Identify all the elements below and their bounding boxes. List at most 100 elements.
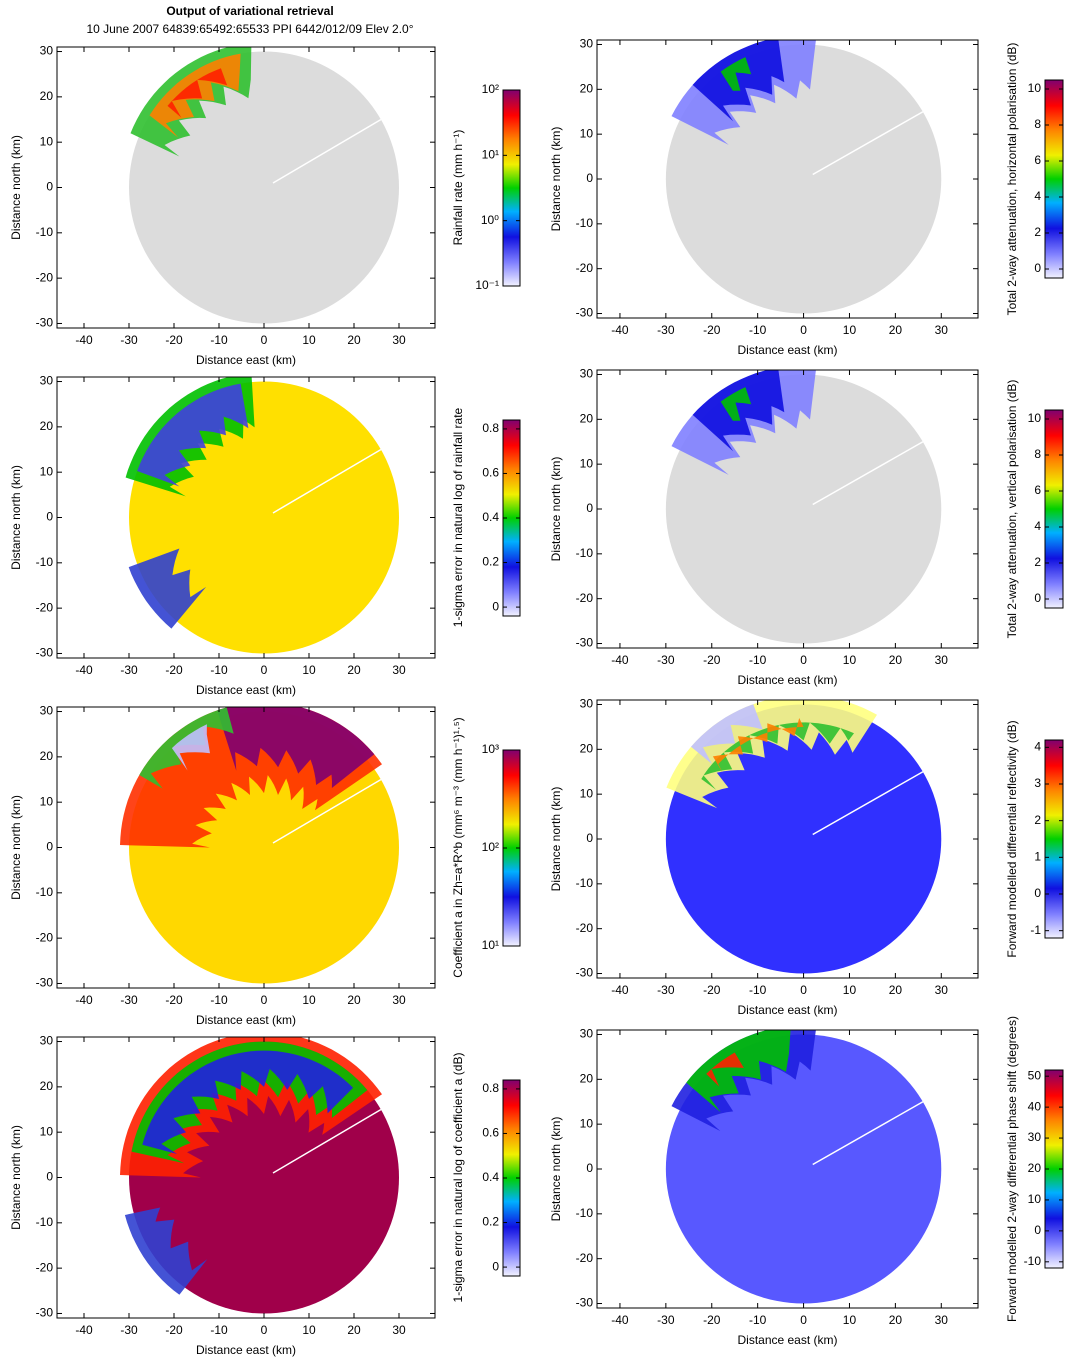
y-tick-label: -20 — [36, 270, 54, 284]
y-tick-label: 0 — [586, 171, 593, 185]
radar-echo — [217, 707, 375, 788]
y-axis-label: Distance north (km) — [549, 1117, 563, 1222]
y-axis-label: Distance north (km) — [549, 127, 563, 232]
x-tick-label: 0 — [800, 653, 807, 667]
colorbar-tick-label: 10⁻¹ — [475, 278, 499, 292]
colorbar-label: Total 2-way attenuation, vertical polari… — [1005, 380, 1019, 639]
colorbar-tick-label: 1 — [1034, 850, 1041, 864]
radar-echo — [691, 704, 763, 765]
y-tick-label: -20 — [36, 600, 54, 614]
beam-gap — [812, 111, 924, 176]
y-tick-label: -30 — [576, 966, 594, 980]
y-tick-label: 0 — [46, 840, 53, 854]
colorbar-tick-label: 0.6 — [482, 466, 499, 480]
x-tick-label: 10 — [843, 1313, 857, 1327]
y-tick-label: 10 — [580, 786, 594, 800]
x-tick-label: 10 — [302, 1323, 316, 1337]
colorbar-tick-label: 0 — [1034, 886, 1041, 900]
x-tick-label: 20 — [889, 983, 903, 997]
colorbar-label: Forward modelled differential reflectivi… — [1005, 720, 1019, 957]
y-tick-label: 20 — [40, 419, 54, 433]
colorbar-tick-label: 8 — [1034, 117, 1041, 131]
y-tick-label: -10 — [576, 216, 594, 230]
x-tick-label: 0 — [261, 993, 268, 1007]
colorbar-tick-label: 10² — [482, 840, 499, 854]
radar-field — [120, 707, 399, 984]
panel: -40 -30 -20 -10 0 10 20 30-30-20-100102030Dista… — [549, 697, 1064, 1017]
y-tick-label: 0 — [46, 510, 53, 524]
y-tick-label: -10 — [36, 225, 54, 239]
x-tick-label: -30 — [120, 993, 138, 1007]
colorbar-tick-label: 40 — [1028, 1099, 1042, 1113]
beam-gap — [272, 778, 382, 844]
x-tick-label: -30 — [657, 653, 675, 667]
colorbar-tick-label: 0.8 — [482, 421, 499, 435]
y-tick-label: -20 — [36, 930, 54, 944]
y-tick-label: -30 — [576, 636, 594, 650]
x-axis-label: Distance east (km) — [196, 1343, 296, 1357]
y-tick-label: 30 — [580, 1027, 594, 1041]
colorbar-label: 1-sigma error in natural log of coeffici… — [451, 1053, 465, 1303]
radar-echo — [692, 40, 785, 122]
x-tick-label: 20 — [347, 993, 361, 1007]
colorbar-label: Coefficient a in Zh=a*R^b (mm⁶ m⁻³ (mm h… — [451, 717, 465, 977]
colorbar-tick-label: -1 — [1030, 923, 1041, 937]
x-tick-label: -10 — [749, 983, 767, 997]
x-tick-label: 20 — [889, 1313, 903, 1327]
y-tick-label: 20 — [580, 741, 594, 755]
x-tick-label: -30 — [657, 983, 675, 997]
beam-gap — [812, 1101, 924, 1166]
x-tick-label: 30 — [392, 1323, 406, 1337]
y-tick-label: 0 — [46, 1170, 53, 1184]
x-tick-label: -20 — [165, 1323, 183, 1337]
x-tick-label: -40 — [611, 983, 629, 997]
radar-echo — [706, 1052, 744, 1087]
x-tick-label: -10 — [749, 1313, 767, 1327]
y-tick-label: -10 — [576, 1206, 594, 1220]
y-tick-label: 0 — [586, 1161, 593, 1175]
colorbar-tick-label: 10 — [1028, 81, 1042, 95]
colorbar-tick-label: 8 — [1034, 447, 1041, 461]
y-tick-label: -10 — [36, 555, 54, 569]
radar-echo — [686, 1030, 791, 1113]
colorbar-tick-label: 0.4 — [482, 510, 499, 524]
radar-echo — [124, 1207, 208, 1295]
y-tick-label: 10 — [40, 134, 54, 148]
x-axis-label: Distance east (km) — [196, 1013, 296, 1027]
radar-echo — [167, 68, 228, 118]
colorbar-tick-label: 4 — [1034, 740, 1041, 754]
y-tick-label: -10 — [36, 885, 54, 899]
colorbar-tick-label: 10⁰ — [481, 213, 499, 227]
radar-field — [129, 47, 399, 324]
y-tick-label: 30 — [580, 367, 594, 381]
x-tick-label: 10 — [843, 323, 857, 337]
radar-disk — [665, 374, 942, 644]
radar-echo — [137, 383, 249, 487]
y-tick-label: -20 — [576, 591, 594, 605]
y-tick-label: -20 — [36, 1260, 54, 1274]
x-tick-label: -10 — [749, 653, 767, 667]
x-tick-label: -40 — [611, 653, 629, 667]
colorbar-tick-label: 0 — [492, 1259, 499, 1273]
x-tick-label: -20 — [165, 663, 183, 677]
y-tick-label: -20 — [576, 921, 594, 935]
x-tick-label: -10 — [210, 993, 228, 1007]
x-tick-label: 30 — [392, 663, 406, 677]
x-tick-label: 10 — [302, 663, 316, 677]
y-tick-label: -30 — [576, 306, 594, 320]
radar-field — [120, 1037, 399, 1314]
x-tick-label: 20 — [889, 653, 903, 667]
y-tick-label: 30 — [40, 374, 54, 388]
x-tick-label: 10 — [843, 653, 857, 667]
y-tick-label: 10 — [580, 456, 594, 470]
y-tick-label: 10 — [580, 1116, 594, 1130]
y-tick-label: 20 — [580, 1071, 594, 1085]
x-tick-label: -20 — [703, 1313, 721, 1327]
panel: -40 -30 -20 -10 0 10 20 30-30-20-100102030Dista… — [549, 1016, 1064, 1347]
colorbar-tick-label: 2 — [1034, 225, 1041, 239]
radar-echo — [692, 370, 785, 452]
y-tick-label: 30 — [40, 44, 54, 58]
y-tick-label: 20 — [580, 81, 594, 95]
x-axis-label: Distance east (km) — [737, 1003, 837, 1017]
colorbar-tick-label: 0 — [492, 599, 499, 613]
